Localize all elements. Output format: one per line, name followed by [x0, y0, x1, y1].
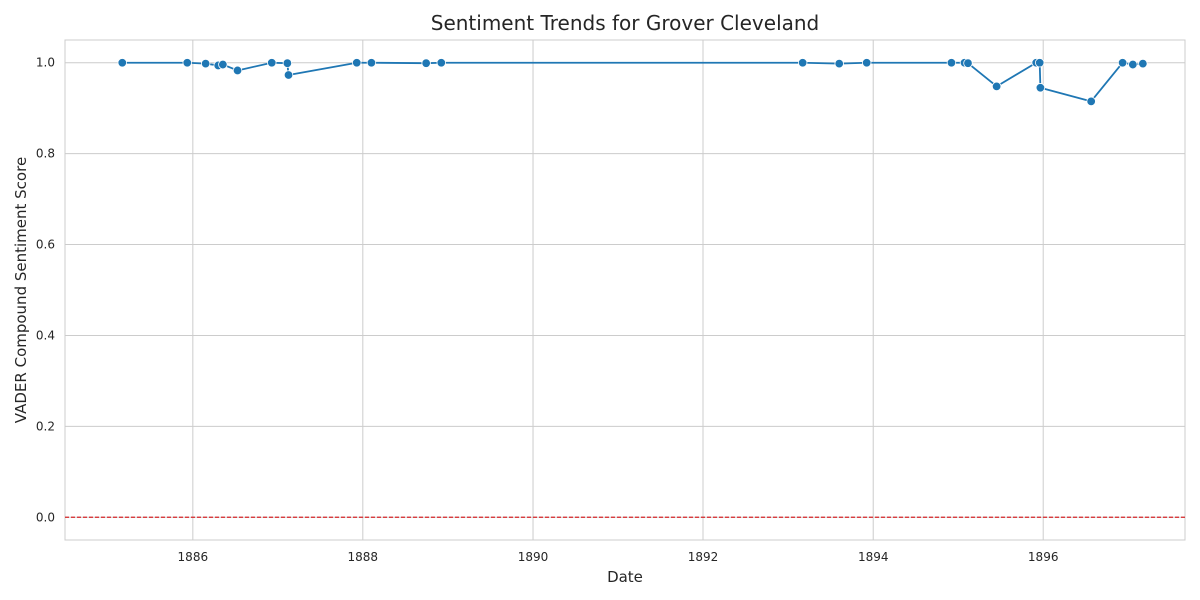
- data-point: [991, 81, 1002, 92]
- data-point: [1117, 58, 1128, 68]
- data-point: [1035, 83, 1046, 93]
- data-point: [963, 58, 973, 68]
- series-group: [117, 58, 1148, 107]
- data-point: [834, 58, 844, 69]
- data-point: [232, 65, 243, 76]
- y-tick-label: 0.0: [36, 510, 55, 524]
- x-tick-label: 1892: [688, 550, 719, 564]
- data-point: [421, 58, 431, 68]
- plot-area: [64, 39, 1186, 541]
- y-tick-label: 0.8: [36, 147, 55, 161]
- x-axis-label: Date: [607, 568, 643, 586]
- data-point: [182, 58, 192, 68]
- data-point: [283, 70, 294, 80]
- x-tick-label: 1894: [858, 550, 889, 564]
- chart-title: Sentiment Trends for Grover Cleveland: [431, 11, 820, 35]
- data-point: [117, 58, 127, 68]
- y-tick-label: 0.2: [36, 419, 55, 433]
- x-tick-label: 1886: [178, 550, 209, 564]
- y-tick-label: 0.4: [36, 328, 55, 342]
- data-point: [366, 58, 377, 68]
- y-tick-labels: 0.0 0.2 0.4 0.6 0.8 1.0: [36, 56, 55, 525]
- data-point: [436, 58, 446, 68]
- x-tick-label: 1890: [518, 550, 549, 564]
- data-point: [861, 58, 872, 68]
- data-point: [352, 58, 362, 68]
- x-tick-label: 1896: [1028, 550, 1059, 564]
- x-tick-label: 1888: [348, 550, 379, 564]
- data-point: [1035, 58, 1045, 68]
- data-point: [946, 58, 957, 68]
- y-tick-label: 0.6: [36, 238, 55, 252]
- y-axis-label: VADER Compound Sentiment Score: [12, 157, 30, 423]
- data-point: [218, 59, 228, 70]
- x-tick-labels: 1886 1888 1890 1892 1894 1896: [178, 550, 1059, 564]
- data-point: [267, 58, 277, 68]
- data-point: [1128, 59, 1138, 70]
- y-tick-label: 1.0: [36, 56, 55, 70]
- data-point: [1086, 96, 1096, 107]
- data-point: [282, 58, 293, 68]
- data-point: [200, 58, 211, 69]
- data-point: [1138, 58, 1148, 69]
- data-point: [797, 58, 808, 68]
